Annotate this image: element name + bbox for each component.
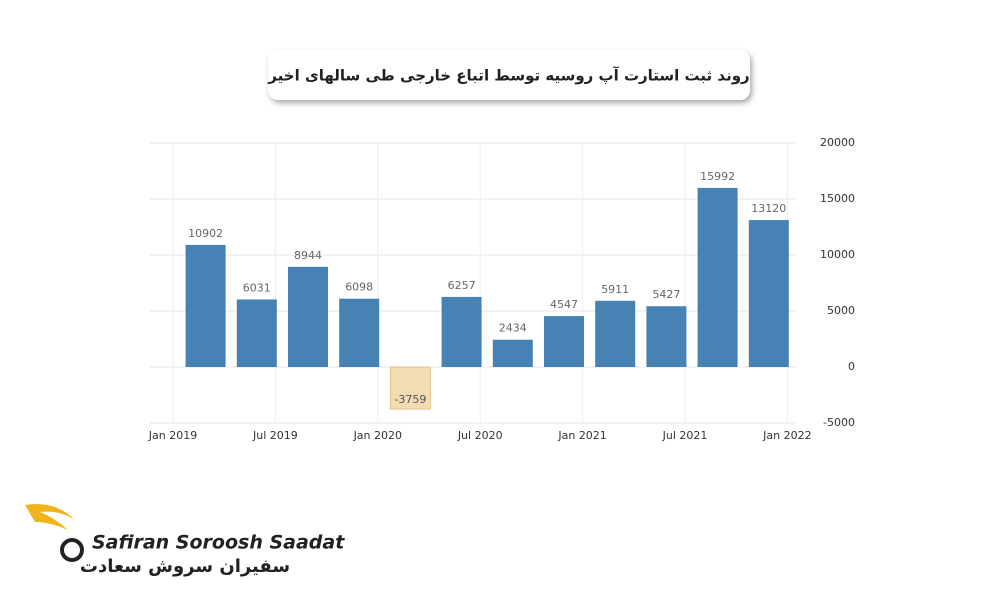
x-tick-label: Jul 2020	[457, 429, 503, 442]
bar	[492, 339, 533, 367]
bar	[236, 299, 277, 367]
y-tick-label: 10000	[820, 248, 855, 261]
value-label: 5911	[601, 283, 629, 296]
x-tick-label: Jan 2021	[557, 429, 606, 442]
bar	[697, 187, 738, 367]
logo	[25, 504, 84, 562]
logo-s	[60, 538, 84, 562]
value-label: 15992	[700, 170, 735, 183]
y-tick-label: 5000	[827, 304, 855, 317]
value-label: 4547	[550, 298, 578, 311]
y-tick-label: 15000	[820, 192, 855, 205]
x-tick-label: Jan 2019	[148, 429, 197, 442]
value-label: 6257	[448, 279, 476, 292]
value-label: -3759	[394, 393, 426, 406]
y-tick-label: 0	[848, 360, 855, 373]
value-label: 13120	[751, 202, 786, 215]
bar	[185, 244, 226, 367]
y-tick-label: -5000	[823, 416, 855, 429]
bar	[339, 298, 380, 367]
title-box	[268, 50, 750, 100]
chart-title: روند ثبت استارت آپ روسیه توسط اتباع خارج…	[267, 67, 749, 85]
bar	[748, 220, 789, 367]
value-label: 2434	[499, 322, 527, 335]
value-label: 5427	[652, 288, 680, 301]
x-tick-label: Jul 2021	[662, 429, 708, 442]
value-label: 10902	[188, 227, 223, 240]
logo-wing	[25, 504, 75, 530]
bar	[441, 296, 482, 367]
bar	[544, 316, 584, 367]
brand-name: Safiran Soroosh Saadat	[92, 532, 345, 554]
y-tick-label: 20000	[820, 136, 855, 149]
bar	[646, 306, 687, 367]
value-label: 6031	[243, 281, 271, 294]
bar	[288, 266, 328, 367]
value-label: 8944	[294, 249, 322, 262]
bar	[595, 300, 636, 367]
x-tick-label: Jan 2022	[762, 429, 811, 442]
x-tick-label: Jul 2019	[252, 429, 298, 442]
value-label: 6098	[345, 281, 373, 294]
brand-name-fa: سفیران سروش سعادت	[80, 556, 290, 577]
x-tick-label: Jan 2020	[353, 429, 402, 442]
bar	[389, 366, 431, 410]
